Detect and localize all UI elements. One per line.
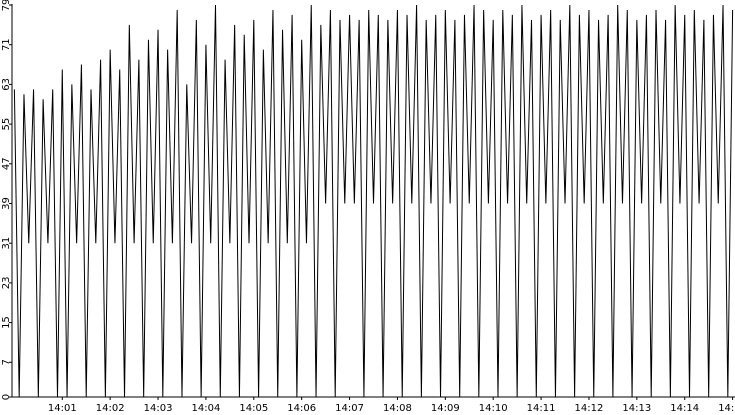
x-tick-label: 14:12 bbox=[575, 403, 604, 414]
x-tick-label: 14:03 bbox=[144, 403, 173, 414]
x-tick-label: 14:10 bbox=[479, 403, 508, 414]
y-tick-label: 31 bbox=[1, 237, 12, 250]
x-tick-label: 14:14 bbox=[670, 403, 699, 414]
x-tick-label: 14:08 bbox=[383, 403, 412, 414]
y-tick-label: 23 bbox=[1, 277, 12, 290]
y-tick-label: 15 bbox=[1, 316, 12, 329]
y-tick-label: 55 bbox=[1, 118, 12, 131]
x-tick-label: 14:01 bbox=[48, 403, 77, 414]
x-tick-label: 14:15 bbox=[718, 403, 735, 414]
x-tick-label: 14:04 bbox=[192, 403, 221, 414]
x-tick-label: 14:11 bbox=[527, 403, 556, 414]
y-tick-label: 7 bbox=[1, 359, 12, 365]
y-tick-label: 47 bbox=[1, 157, 12, 170]
x-tick-label: 14:06 bbox=[287, 403, 316, 414]
x-tick-label: 14:05 bbox=[239, 403, 268, 414]
x-tick-label: 14:07 bbox=[335, 403, 364, 414]
y-tick-label: 71 bbox=[1, 38, 12, 51]
x-tick-label: 14:09 bbox=[431, 403, 460, 414]
data-line bbox=[13, 4, 734, 398]
y-tick-label: 63 bbox=[1, 78, 12, 91]
y-tick-label: 39 bbox=[1, 197, 12, 210]
y-tick-label: 79 bbox=[1, 0, 12, 11]
x-tick-label: 14:02 bbox=[96, 403, 125, 414]
y-tick-label: 0 bbox=[1, 394, 12, 400]
x-tick-label: 14:13 bbox=[622, 403, 651, 414]
